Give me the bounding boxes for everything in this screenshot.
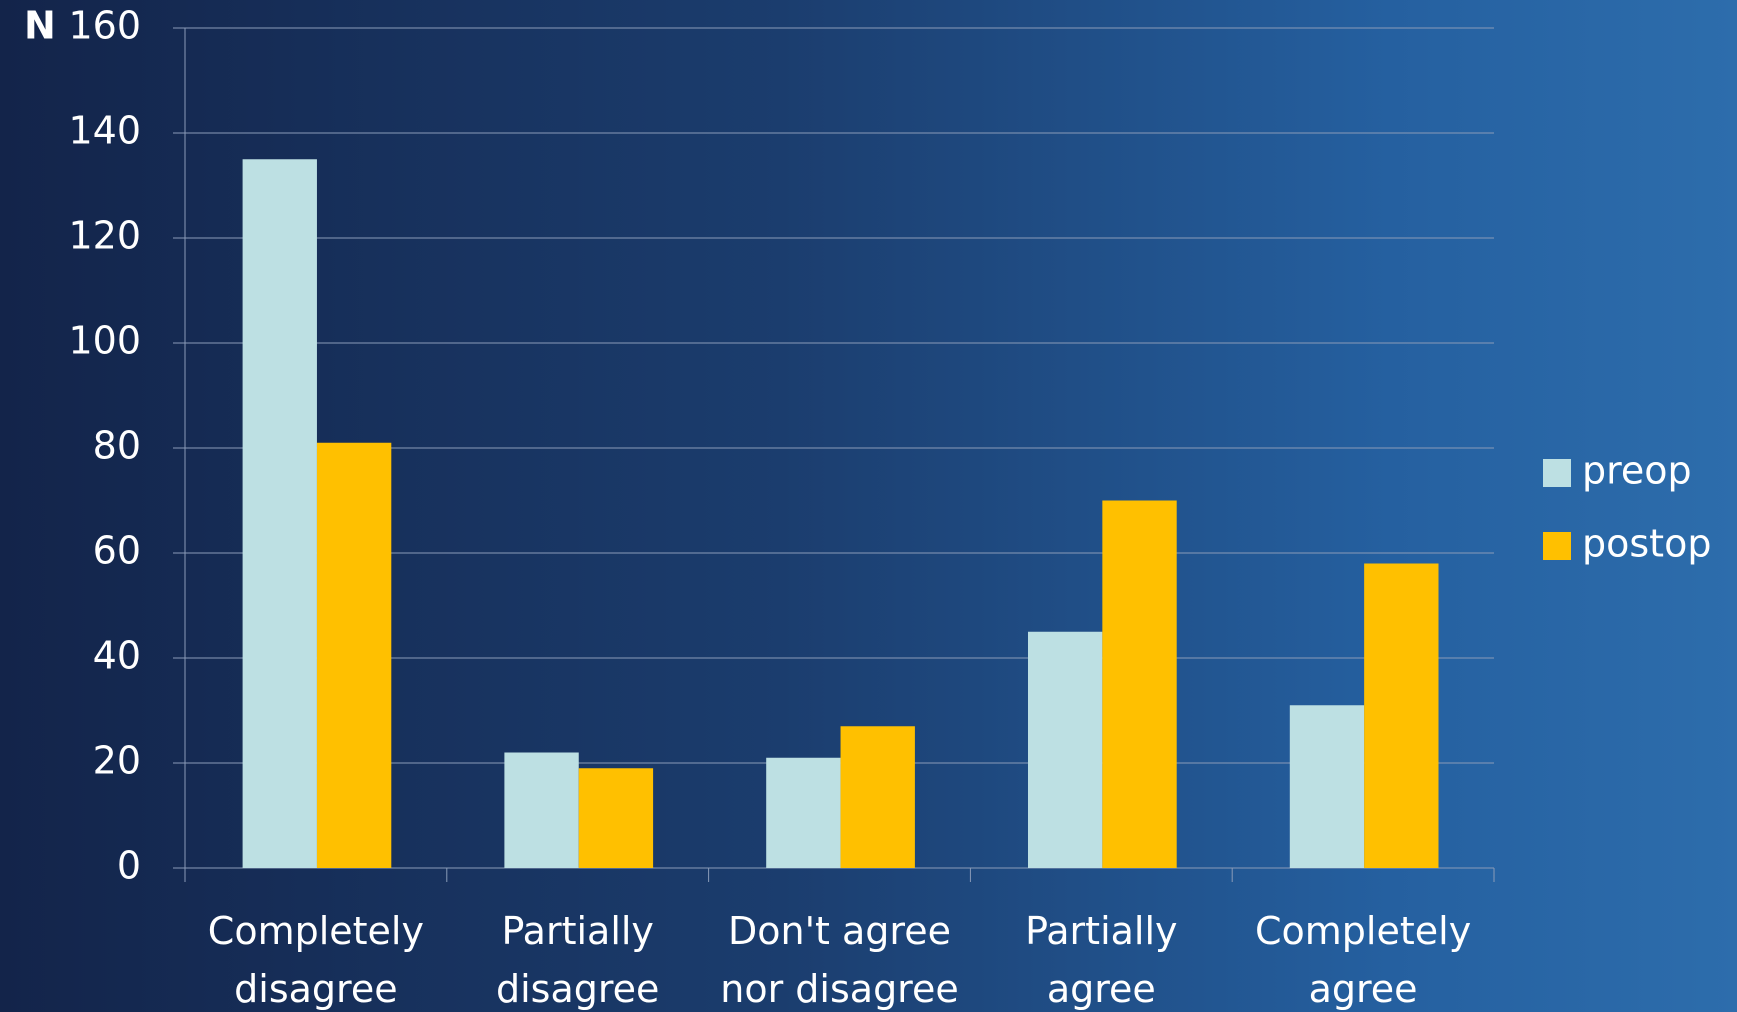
bar (1289, 705, 1365, 868)
x-tick-label: Partially agree (1025, 909, 1178, 1011)
bar (1027, 631, 1103, 868)
y-axis-label: N (24, 4, 56, 48)
bar (840, 726, 915, 868)
y-tick-label: 160 (68, 4, 141, 48)
legend-label: postop (1582, 522, 1711, 566)
x-tick-label: Don't agree nor disagree (720, 909, 959, 1011)
bar (504, 752, 579, 868)
bar (1102, 500, 1177, 868)
bar (242, 159, 317, 868)
y-tick-label: 60 (93, 529, 141, 573)
legend-swatch (1543, 532, 1571, 560)
bar (578, 768, 654, 868)
y-tick-label: 140 (68, 109, 141, 153)
y-tick-label: 20 (93, 739, 141, 783)
y-tick-label: 40 (93, 634, 141, 678)
y-tick-label: 80 (93, 424, 141, 468)
bar (766, 757, 841, 868)
legend-swatch (1543, 459, 1571, 487)
legend-label: preop (1582, 449, 1692, 493)
y-tick-label: 100 (68, 319, 141, 363)
bar (1364, 563, 1439, 868)
x-tick-label: Completely disagree (207, 909, 424, 1011)
x-tick-label: Completely agree (1255, 909, 1472, 1011)
y-tick-label: 120 (68, 214, 141, 258)
bar (316, 442, 392, 868)
x-tick-label: Partially disagree (495, 909, 660, 1011)
y-tick-label: 0 (117, 844, 141, 888)
